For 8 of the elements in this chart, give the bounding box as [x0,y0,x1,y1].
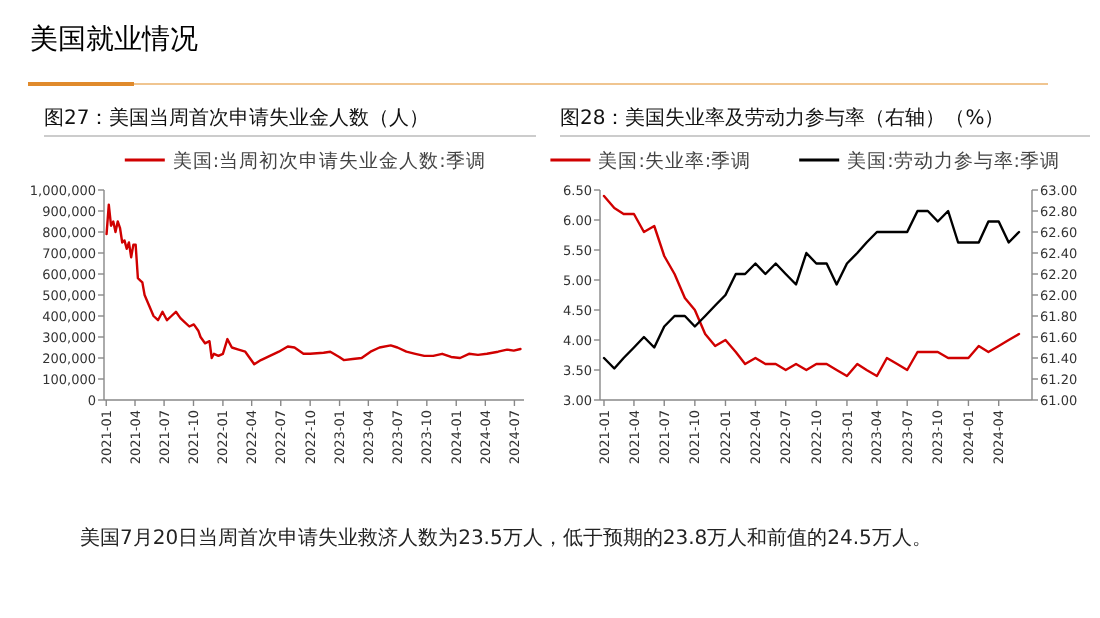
chart-title: 图27：美国当周首次申请失业金人数（人） [44,106,430,130]
text: 美国就业情况 [30,24,198,56]
chart-title: 图28：美国失业率及劳动力参与率（右轴）（%） [560,106,1005,130]
text: 美国7月20日当周首次申请失业救济人数为23.5万人，低于预期的23.8万人和前值的24.5万人。 [80,526,932,550]
legend-label: 美国:劳动力参与率:季调 [847,148,1061,173]
legend-label: 美国:失业率:季调 [598,148,752,173]
line-series [105,203,522,366]
legend-label: 美国:当周初次申请失业金人数:季调 [172,148,486,173]
